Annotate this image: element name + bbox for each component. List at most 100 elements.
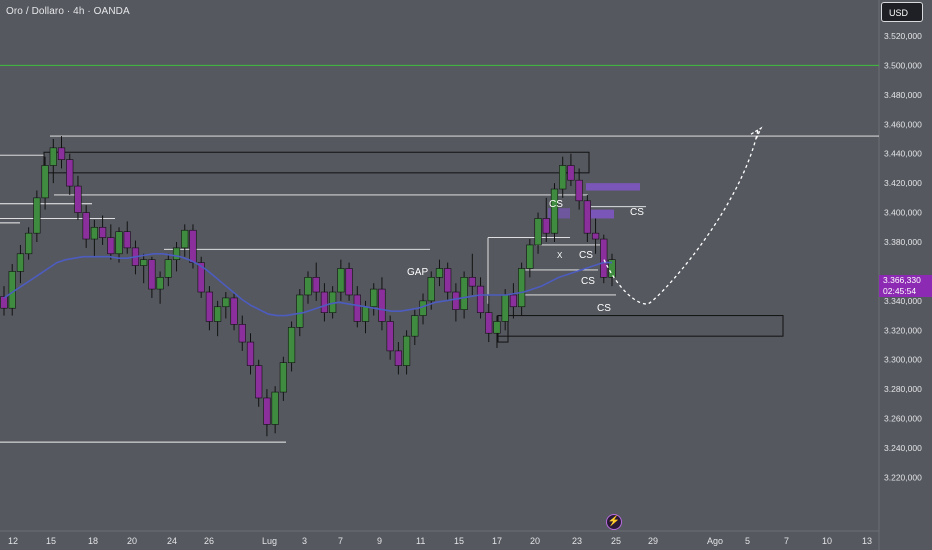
price-tick-label: 3.300,000 bbox=[884, 355, 922, 365]
candle-body bbox=[74, 185, 82, 213]
time-tick-label: 20 bbox=[127, 536, 137, 546]
candle-body bbox=[370, 288, 378, 308]
candle-body bbox=[66, 159, 74, 187]
candle-body bbox=[435, 268, 444, 278]
time-tick-label: 7 bbox=[338, 536, 343, 546]
horizontal-levels bbox=[0, 64, 879, 443]
candle-body bbox=[304, 277, 312, 296]
candle-body bbox=[263, 397, 271, 425]
candle-body bbox=[501, 294, 509, 322]
price-tick-label: 3.380,000 bbox=[884, 237, 922, 247]
bolt-icon[interactable]: ⚡ bbox=[606, 514, 622, 530]
candle-body bbox=[468, 277, 476, 287]
candle-body bbox=[485, 312, 493, 334]
candle-body bbox=[452, 291, 460, 310]
time-tick-label: 23 bbox=[572, 536, 582, 546]
candle-body bbox=[230, 297, 238, 325]
candle-body bbox=[534, 218, 542, 246]
candle-body bbox=[591, 232, 600, 240]
bar-countdown: 02:45:54 bbox=[883, 286, 917, 296]
candle-body bbox=[246, 341, 255, 366]
time-tick-label: 9 bbox=[377, 536, 382, 546]
cs-zone-2 bbox=[586, 209, 614, 219]
candle-body bbox=[567, 165, 575, 181]
moving-average-line bbox=[3, 253, 612, 317]
cs-label-5: CS bbox=[597, 303, 611, 314]
candle-body bbox=[402, 335, 411, 366]
candle-body bbox=[378, 288, 386, 322]
price-tick-label: 3.280,000 bbox=[884, 384, 922, 394]
price-tick-label: 3.220,000 bbox=[884, 472, 922, 482]
candle-body bbox=[337, 268, 345, 293]
candle-body bbox=[419, 300, 427, 316]
price-tick-label: 3.420,000 bbox=[884, 178, 922, 188]
currency-button[interactable]: USD bbox=[881, 2, 923, 22]
current-price-value: 3.366,330 bbox=[883, 275, 921, 285]
time-tick-label: 15 bbox=[454, 536, 464, 546]
time-tick-label: 17 bbox=[492, 536, 502, 546]
candle-body bbox=[271, 391, 279, 425]
candle-body bbox=[255, 365, 263, 399]
time-tick-label: 25 bbox=[611, 536, 621, 546]
candle-body bbox=[0, 296, 8, 309]
candle-body bbox=[181, 229, 189, 249]
candle-body bbox=[57, 147, 66, 160]
candle-body bbox=[353, 294, 361, 322]
current-price-tag: 3.366,330 02:45:54 bbox=[879, 275, 932, 297]
price-tick-label: 3.400,000 bbox=[884, 208, 922, 218]
candle-body bbox=[197, 262, 205, 293]
candle-body bbox=[296, 294, 304, 328]
candle-body bbox=[518, 268, 526, 308]
symbol-title: Oro / Dollaro · 4h · OANDA bbox=[6, 6, 130, 17]
supply-box-top bbox=[43, 151, 590, 174]
candle-body bbox=[164, 259, 172, 278]
candle-body bbox=[115, 231, 123, 255]
time-tick-label: 18 bbox=[88, 536, 98, 546]
price-tick-label: 3.500,000 bbox=[884, 60, 922, 70]
time-tick-label: 11 bbox=[416, 536, 425, 546]
price-tick-label: 3.340,000 bbox=[884, 296, 922, 306]
gap-label: GAP bbox=[407, 267, 428, 278]
time-tick-label: Lug bbox=[262, 536, 277, 546]
candle-body bbox=[550, 188, 559, 234]
candle-body bbox=[575, 179, 583, 202]
candle-body bbox=[542, 218, 550, 234]
candle-body bbox=[25, 232, 33, 255]
candle-body bbox=[320, 291, 329, 313]
cs-zone-3 bbox=[548, 208, 570, 219]
candle-body bbox=[559, 165, 567, 190]
candle-body bbox=[98, 226, 107, 238]
candle-body bbox=[82, 212, 90, 240]
candle-body bbox=[361, 306, 370, 322]
candle-body bbox=[140, 259, 148, 266]
cs-zone-1 bbox=[586, 183, 640, 191]
candle-body bbox=[608, 259, 616, 278]
candle-body bbox=[90, 226, 98, 240]
time-axis-ticks: 12 15 18 20 24 26 Lug 3 7 9 11 15 17 20 23 25 29 Ago 5 7 10 1… bbox=[8, 536, 872, 546]
candle-body bbox=[49, 147, 57, 166]
projection-arrow[interactable] bbox=[603, 130, 759, 305]
price-tick-label: 3.260,000 bbox=[884, 414, 922, 424]
candle-body bbox=[33, 197, 41, 234]
candle-body bbox=[600, 238, 608, 278]
candle-body bbox=[205, 291, 214, 322]
candle-body bbox=[386, 321, 394, 352]
candle-body bbox=[427, 277, 435, 302]
time-tick-label: 20 bbox=[530, 536, 540, 546]
candle-body bbox=[493, 321, 501, 334]
candle-body bbox=[41, 165, 49, 199]
candle-body bbox=[279, 362, 287, 393]
candle-body bbox=[222, 297, 230, 308]
time-tick-label: 7 bbox=[784, 536, 789, 546]
cs-label-1: CS bbox=[549, 199, 563, 210]
price-tick-label: 3.320,000 bbox=[884, 325, 922, 335]
time-tick-label: 24 bbox=[167, 536, 177, 546]
candle-body bbox=[214, 306, 222, 322]
candle-body bbox=[172, 247, 181, 260]
time-tick-label: Ago bbox=[707, 536, 723, 546]
candle-body bbox=[238, 324, 246, 343]
price-axis-ticks: 3.520,000 3.500,000 3.480,000 3.460,000 3.44… bbox=[884, 31, 922, 482]
time-tick-label: 13 bbox=[862, 536, 872, 546]
candle-body bbox=[107, 237, 115, 255]
